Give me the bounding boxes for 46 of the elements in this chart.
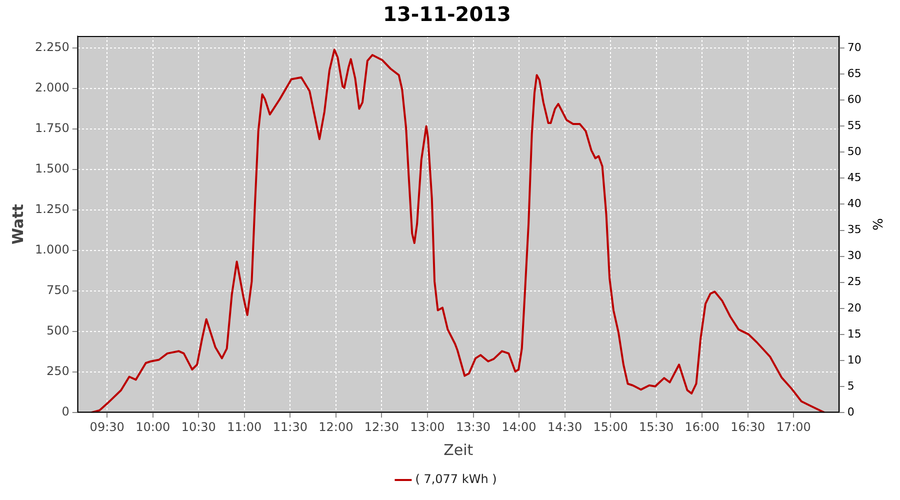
x-tick-label: 10:00 bbox=[136, 420, 170, 434]
y-tick-label: 250 bbox=[46, 364, 70, 378]
x-tick-label: 13:30 bbox=[456, 420, 491, 434]
y2-tick-label: 70 bbox=[847, 40, 862, 54]
y-tick-label: 750 bbox=[46, 283, 70, 298]
y-tick-label: 1.750 bbox=[34, 121, 70, 136]
y-tick-label: 2.250 bbox=[34, 40, 70, 54]
x-tick-label: 12:00 bbox=[318, 420, 354, 434]
y-tick-label: 1.500 bbox=[34, 162, 70, 176]
y2-tick-label: 35 bbox=[847, 223, 862, 236]
x-tick-label: 13:00 bbox=[410, 420, 445, 434]
y2-tick-label: 50 bbox=[847, 145, 862, 158]
x-tick-label: 09:30 bbox=[90, 420, 124, 434]
y2-tick-label: 20 bbox=[847, 301, 862, 314]
y2-tick-label: 60 bbox=[847, 92, 862, 106]
y2-tick-label: 10 bbox=[847, 353, 862, 366]
y2-tick-label: 15 bbox=[847, 327, 862, 340]
y2-tick-label: 25 bbox=[847, 275, 862, 288]
x-tick-label: 16:00 bbox=[684, 420, 720, 434]
x-tick-label: 10:30 bbox=[181, 420, 216, 434]
x-tick-label: 15:30 bbox=[639, 420, 674, 434]
x-tick-label: 12:30 bbox=[364, 420, 400, 434]
x-tick-label: 14:00 bbox=[502, 420, 536, 434]
x-tick-label: 16:30 bbox=[730, 420, 766, 434]
y2-tick-label: 0 bbox=[847, 405, 854, 418]
x-tick-label: 11:00 bbox=[227, 420, 262, 434]
y2-tick-label: 5 bbox=[847, 379, 854, 392]
y-tick-label: 500 bbox=[46, 324, 70, 338]
x-axis-title: Zeit bbox=[444, 440, 474, 459]
y2-axis-title: % bbox=[868, 218, 884, 230]
y2-tick-label: 45 bbox=[847, 171, 862, 184]
x-tick-label: 15:00 bbox=[593, 420, 628, 434]
y-tick-label: 1.000 bbox=[34, 242, 70, 257]
y-tick-label: 1.250 bbox=[34, 202, 70, 216]
x-tick-label: 11:30 bbox=[272, 420, 308, 434]
y2-tick-label: 65 bbox=[847, 66, 862, 80]
y-tick-label: 2.000 bbox=[34, 80, 70, 94]
legend-label: ( 7,077 kWh ) bbox=[415, 472, 497, 486]
chart-title: 13-11-2013 bbox=[383, 2, 511, 26]
x-tick-label: 14:30 bbox=[547, 420, 582, 434]
y-tick-label: 0 bbox=[62, 404, 70, 419]
y-axis-title: Watt bbox=[8, 204, 27, 245]
x-tick-label: 17:00 bbox=[776, 420, 811, 434]
y2-tick-label: 55 bbox=[847, 118, 862, 132]
y2-tick-label: 30 bbox=[847, 249, 862, 262]
y2-tick-label: 40 bbox=[847, 197, 862, 210]
